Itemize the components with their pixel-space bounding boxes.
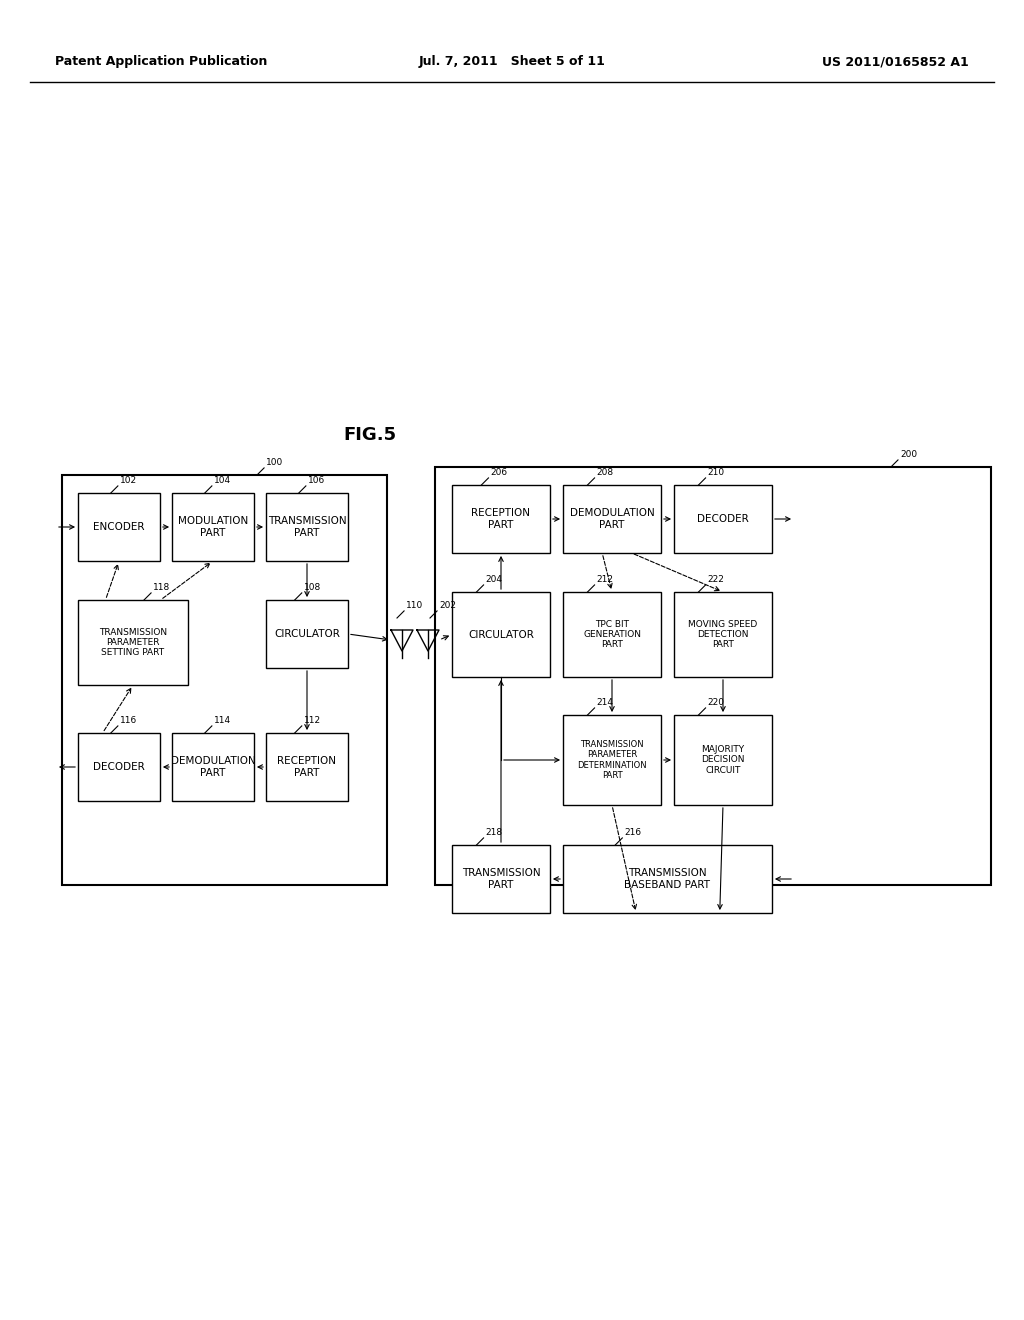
Bar — [172, 733, 254, 801]
Text: 106: 106 — [308, 477, 326, 484]
Bar — [452, 591, 550, 677]
Bar — [78, 601, 188, 685]
Text: 206: 206 — [490, 467, 508, 477]
Bar — [563, 484, 662, 553]
Text: 112: 112 — [304, 715, 321, 725]
Bar — [452, 484, 550, 553]
Text: 116: 116 — [120, 715, 137, 725]
Text: 212: 212 — [597, 576, 613, 583]
Text: DECODER: DECODER — [697, 513, 749, 524]
Text: DEMODULATION
PART: DEMODULATION PART — [569, 508, 654, 529]
Text: 210: 210 — [708, 467, 725, 477]
Text: MODULATION
PART: MODULATION PART — [178, 516, 248, 537]
Text: ENCODER: ENCODER — [93, 521, 144, 532]
Text: 216: 216 — [625, 828, 641, 837]
Text: 100: 100 — [266, 458, 284, 467]
Text: TRANSMISSION
PART: TRANSMISSION PART — [462, 869, 541, 890]
Bar — [266, 733, 348, 801]
Bar — [78, 733, 160, 801]
Text: MOVING SPEED
DETECTION
PART: MOVING SPEED DETECTION PART — [688, 619, 758, 649]
Bar — [452, 845, 550, 913]
Text: TRANSMISSION
PARAMETER
SETTING PART: TRANSMISSION PARAMETER SETTING PART — [99, 627, 167, 657]
Text: 204: 204 — [485, 576, 503, 583]
Bar — [563, 715, 662, 805]
Text: RECEPTION
PART: RECEPTION PART — [471, 508, 530, 529]
Text: 200: 200 — [900, 450, 918, 459]
Text: 102: 102 — [120, 477, 137, 484]
Text: 108: 108 — [304, 583, 321, 591]
Text: Patent Application Publication: Patent Application Publication — [55, 55, 267, 69]
Text: 208: 208 — [597, 467, 613, 477]
Text: 118: 118 — [153, 583, 170, 591]
Text: 220: 220 — [708, 698, 725, 708]
Text: TRANSMISSION
BASEBAND PART: TRANSMISSION BASEBAND PART — [625, 869, 711, 890]
Text: MAJORITY
DECISION
CIRCUIT: MAJORITY DECISION CIRCUIT — [701, 744, 744, 775]
Text: TRANSMISSION
PART: TRANSMISSION PART — [267, 516, 346, 537]
Bar — [172, 492, 254, 561]
Text: DEMODULATION
PART: DEMODULATION PART — [171, 756, 255, 777]
Text: DECODER: DECODER — [93, 762, 144, 772]
Bar — [563, 591, 662, 677]
Bar — [435, 467, 991, 884]
Bar — [78, 492, 160, 561]
Text: 218: 218 — [485, 828, 503, 837]
Text: CIRCULATOR: CIRCULATOR — [274, 630, 340, 639]
Text: Jul. 7, 2011   Sheet 5 of 11: Jul. 7, 2011 Sheet 5 of 11 — [419, 55, 605, 69]
Text: TPC BIT
GENERATION
PART: TPC BIT GENERATION PART — [583, 619, 641, 649]
Bar — [674, 591, 772, 677]
Text: CIRCULATOR: CIRCULATOR — [468, 630, 534, 639]
Text: 104: 104 — [214, 477, 231, 484]
Text: US 2011/0165852 A1: US 2011/0165852 A1 — [822, 55, 969, 69]
Bar — [563, 845, 772, 913]
Text: FIG.5: FIG.5 — [343, 426, 396, 444]
Text: RECEPTION
PART: RECEPTION PART — [278, 756, 337, 777]
Text: 114: 114 — [214, 715, 231, 725]
Bar — [266, 601, 348, 668]
Text: 202: 202 — [439, 601, 456, 610]
Text: TRANSMISSION
PARAMETER
DETERMINATION
PART: TRANSMISSION PARAMETER DETERMINATION PAR… — [578, 741, 647, 780]
Bar — [266, 492, 348, 561]
Bar — [674, 484, 772, 553]
Text: 222: 222 — [708, 576, 724, 583]
Text: 214: 214 — [597, 698, 613, 708]
Bar — [674, 715, 772, 805]
Text: 110: 110 — [407, 601, 423, 610]
Bar — [62, 475, 387, 884]
